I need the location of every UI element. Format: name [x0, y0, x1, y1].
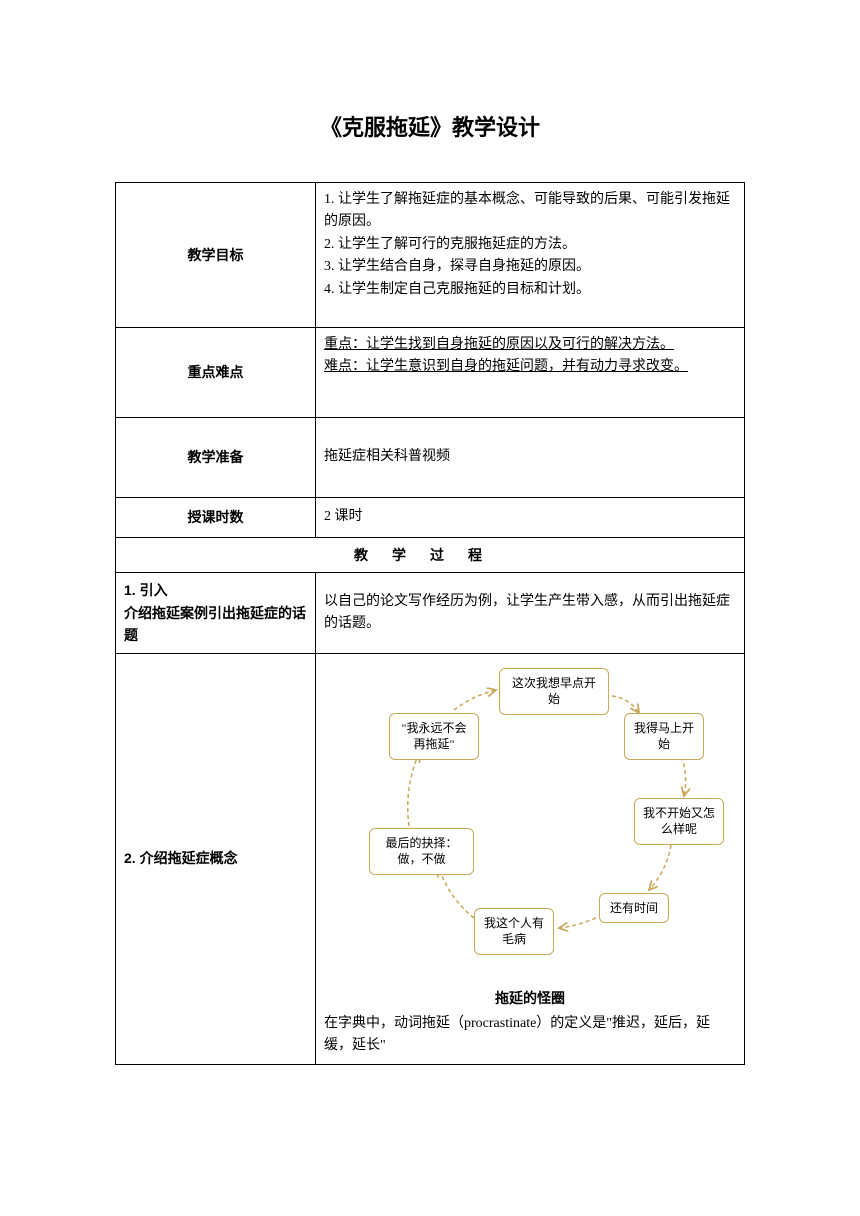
cycle-node: 我这个人有毛病 [474, 908, 554, 956]
cycle-node: 还有时间 [599, 893, 669, 924]
diagram-caption: 拖延的怪圈 [324, 987, 736, 1009]
page-title: 《克服拖延》教学设计 [115, 110, 745, 142]
hours-content: 2 课时 [316, 498, 745, 538]
process-header: 教学过程 [116, 538, 745, 573]
difficulty-point: 难点：让学生意识到自身的拖延问题，并有动力寻求改变。 [324, 359, 688, 374]
prep-label: 教学准备 [116, 418, 316, 498]
concept-right: 这次我想早点开始我得马上开始我不开始又怎么样呢还有时间 我这个人有毛病最后的抉择：… [316, 653, 745, 1064]
points-content: 重点：让学生找到自身拖延的原因以及可行的解决方法。 难点：让学生意识到自身的拖延… [316, 328, 745, 418]
key-point: 重点：让学生找到自身拖延的原因以及可行的解决方法。 [324, 337, 674, 352]
cycle-node: 这次我想早点开始 [499, 668, 609, 716]
points-label: 重点难点 [116, 328, 316, 418]
cycle-node: "我永远不会再拖延" [389, 713, 479, 761]
goals-label: 教学目标 [116, 183, 316, 328]
cycle-node: 最后的抉择：做，不做 [369, 828, 474, 876]
concept-definition: 在字典中，动词拖延（procrastinate）的定义是"推迟，延后，延缓，延长… [324, 1013, 736, 1058]
goals-content: 1. 让学生了解拖延症的基本概念、可能导致的后果、可能引发拖延的原因。 2. 让… [316, 183, 745, 328]
prep-content: 拖延症相关科普视频 [316, 418, 745, 498]
cycle-node: 我得马上开始 [624, 713, 704, 761]
cycle-diagram: 这次我想早点开始我得马上开始我不开始又怎么样呢还有时间 我这个人有毛病最后的抉择：… [324, 668, 736, 983]
concept-left: 2. 介绍拖延症概念 [116, 653, 316, 1064]
intro-left: 1. 引入 介绍拖延案例引出拖延症的话题 [116, 573, 316, 653]
cycle-node: 我不开始又怎么样呢 [634, 798, 724, 846]
intro-right: 以自己的论文写作经历为例，让学生产生带入感，从而引出拖延症的话题。 [316, 573, 745, 653]
lesson-plan-table: 教学目标 1. 让学生了解拖延症的基本概念、可能导致的后果、可能引发拖延的原因。… [115, 182, 745, 1065]
hours-label: 授课时数 [116, 498, 316, 538]
